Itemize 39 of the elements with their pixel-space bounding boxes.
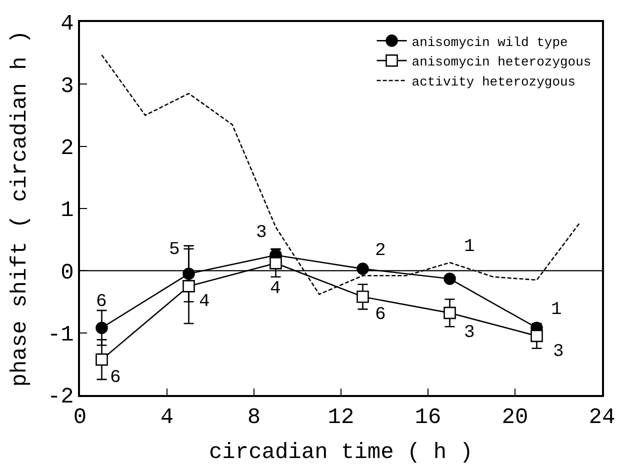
annotation: 5: [169, 240, 180, 260]
point: [96, 353, 108, 366]
point: [444, 306, 456, 320]
legend-label: anisomycin wild type: [412, 34, 568, 50]
point: [444, 272, 456, 285]
y-tick-label: 3: [60, 74, 74, 99]
y-tick-label: 0: [60, 260, 74, 286]
x-tick-label: 12: [328, 405, 354, 430]
point: [356, 262, 369, 275]
annotation: 6: [375, 305, 386, 325]
y-tick-label: 4: [60, 12, 74, 37]
annotation: 3: [553, 342, 564, 362]
annotation: 1: [464, 237, 475, 257]
y-tick-label: 2: [60, 136, 74, 162]
annotation: 4: [270, 279, 281, 299]
x-tick-label: 16: [414, 405, 442, 430]
point: [96, 322, 108, 334]
annotation: 4: [199, 292, 210, 312]
point: [356, 290, 369, 303]
x-tick-label: 8: [247, 405, 261, 430]
y-tick-label: 1: [60, 198, 74, 224]
annotation: 3: [464, 323, 475, 343]
y-axis-title: phase shift ( circadian h ): [8, 30, 32, 387]
annotation: 3: [256, 223, 267, 243]
x-tick-label: 20: [502, 405, 528, 430]
annotation: 1: [551, 300, 562, 320]
legend-label: anisomycin heterozygous: [412, 54, 592, 70]
y-tick-label: -1: [47, 322, 74, 348]
x-axis-title: circadian time ( h ): [208, 440, 474, 465]
x-tick-label: 4: [160, 405, 174, 430]
point: [270, 257, 282, 270]
y-tick-label: -2: [47, 384, 74, 410]
point: [530, 330, 543, 342]
legend-label: activity heterozygous: [412, 74, 576, 90]
x-tick-label: 24: [588, 405, 616, 430]
annotation: 6: [110, 368, 121, 388]
point: [182, 280, 195, 292]
annotation: 2: [375, 241, 386, 261]
annotation: 6: [96, 292, 107, 312]
